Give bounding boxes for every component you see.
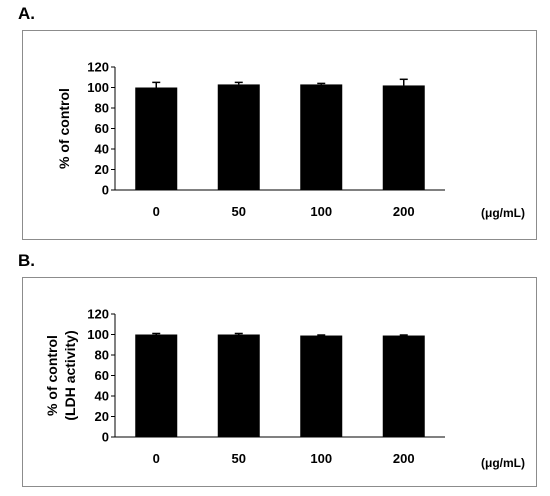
panel-a-frame: 0 20 40 60 80 100 120 0 50 100 200 (μg/mL) % of cont… — [22, 30, 537, 240]
bar — [382, 335, 425, 437]
y-axis-title: % of control — [56, 88, 72, 169]
bar — [300, 335, 343, 437]
bar — [135, 334, 178, 437]
panel-b-label: B. — [18, 251, 35, 270]
y-tick-label: 20 — [95, 162, 109, 177]
x-tick-label: 0 — [153, 451, 160, 466]
x-tick-label: 50 — [232, 204, 246, 219]
bar — [217, 334, 260, 437]
y-tick-label: 100 — [87, 80, 109, 95]
y-tick-label: 120 — [87, 307, 109, 322]
x-unit-label: (μg/mL) — [481, 456, 525, 470]
panel-b-frame: 0 20 40 60 80 100 120 0 50 100 200 (μg/mL) % of cont… — [22, 277, 537, 487]
y-tick-label: 40 — [95, 142, 109, 157]
x-tick-label: 50 — [232, 451, 246, 466]
y-axis-title: % of control — [44, 335, 60, 416]
y-axis-title: (LDH activity) — [62, 330, 78, 420]
bar — [382, 85, 425, 190]
y-tick-label: 60 — [95, 121, 109, 136]
bar — [217, 84, 260, 190]
panel-a-label: A. — [18, 4, 35, 23]
x-tick-label: 200 — [393, 451, 415, 466]
y-tick-label: 120 — [87, 60, 109, 75]
y-tick-label: 100 — [87, 327, 109, 342]
x-tick-label: 100 — [310, 204, 332, 219]
y-tick-label: 40 — [95, 389, 109, 404]
y-tick-label: 0 — [102, 183, 109, 198]
y-tick-label: 20 — [95, 409, 109, 424]
y-tick-label: 60 — [95, 368, 109, 383]
ldh-bar-chart: 0 20 40 60 80 100 120 0 50 100 200 (μg/mL) % of cont… — [44, 307, 525, 471]
x-tick-label: 200 — [393, 204, 415, 219]
bar — [135, 87, 178, 190]
y-tick-label: 80 — [95, 348, 109, 363]
x-unit-label: (μg/mL) — [481, 206, 525, 220]
x-tick-label: 0 — [153, 204, 160, 219]
viability-bar-chart: 0 20 40 60 80 100 120 0 50 100 200 (μg/mL) % of cont… — [56, 60, 525, 221]
y-tick-label: 0 — [102, 430, 109, 445]
x-tick-label: 100 — [310, 451, 332, 466]
bar — [300, 84, 343, 190]
y-tick-label: 80 — [95, 101, 109, 116]
